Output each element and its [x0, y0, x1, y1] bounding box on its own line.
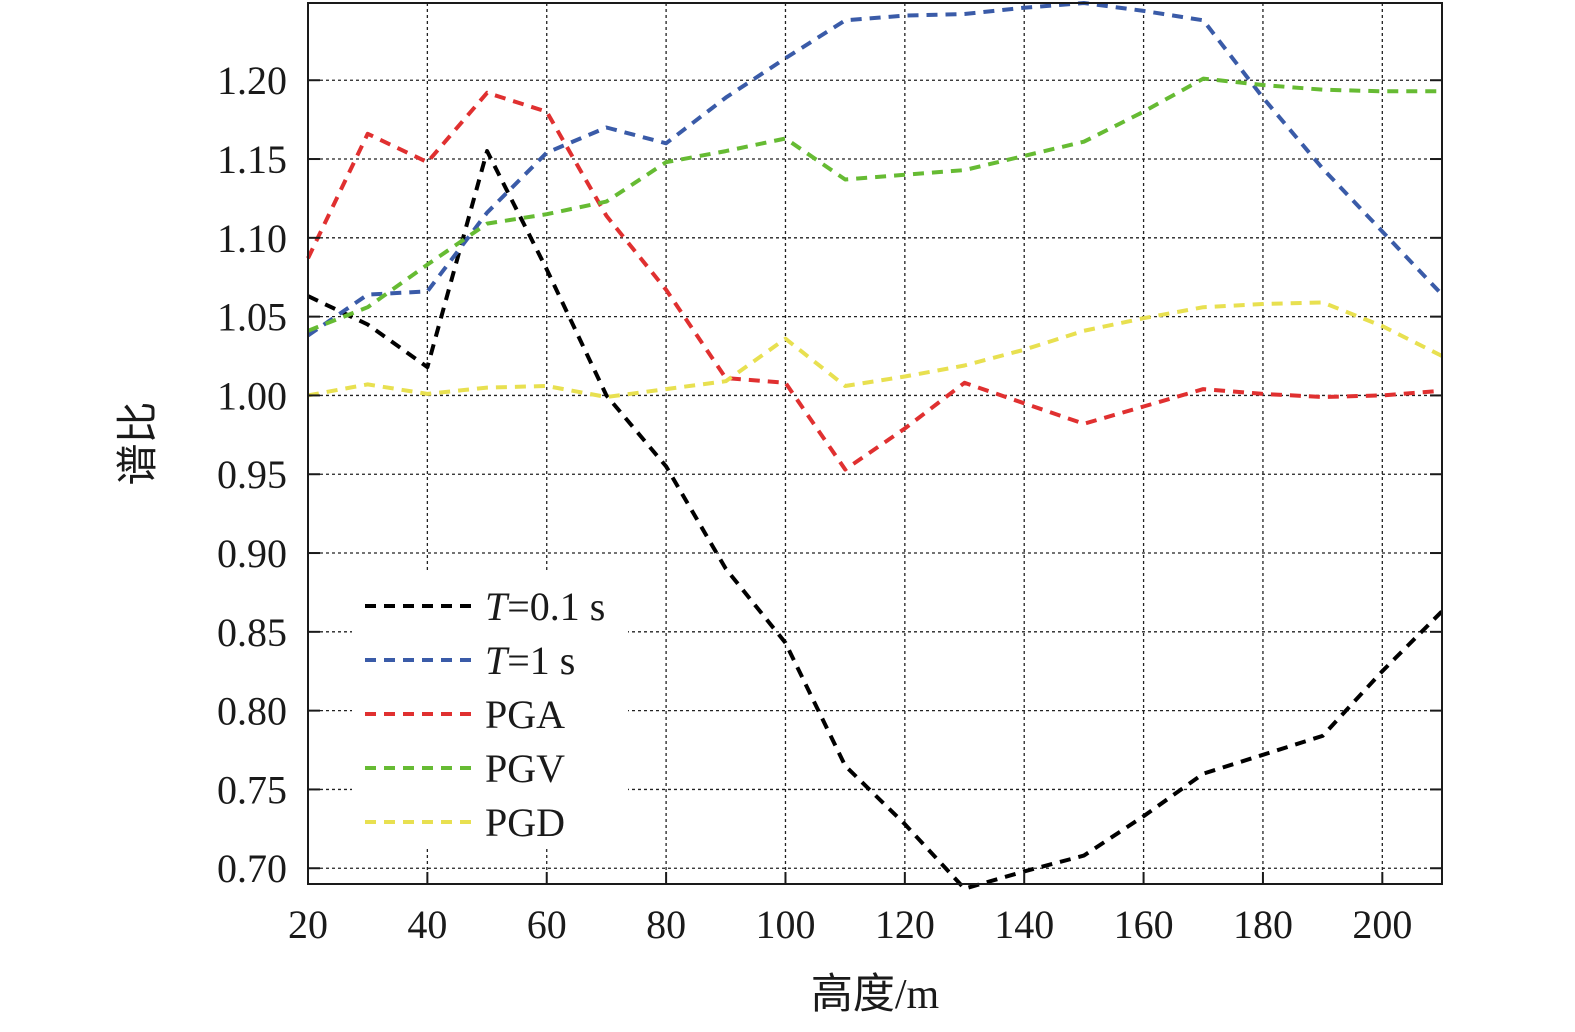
y-tick-label: 1.10 — [217, 216, 287, 261]
x-tick-label: 100 — [755, 902, 815, 947]
y-tick-label: 0.75 — [217, 767, 287, 812]
x-axis-title: 高度/m — [811, 972, 940, 1018]
y-tick-label: 0.80 — [217, 689, 287, 734]
y-tick-label: 1.15 — [217, 137, 287, 182]
series-line — [307, 300, 1443, 399]
axis-ticks — [307, 79, 1442, 884]
series-line — [306, 90, 1443, 472]
y-tick-label: 0.95 — [217, 452, 287, 497]
x-tick-label: 180 — [1233, 902, 1293, 947]
legend-label: T=0.1 s — [485, 584, 605, 629]
y-tick-label: 1.00 — [217, 373, 287, 418]
series-line — [306, 1, 1444, 338]
x-tick-label: 160 — [1114, 902, 1174, 947]
x-tick-label: 120 — [875, 902, 935, 947]
y-tick-label: 0.85 — [217, 610, 287, 655]
legend: T=0.1 s T=1 s PGA PGV PGD — [352, 570, 628, 846]
x-tick-label: 60 — [527, 902, 567, 947]
series-line — [307, 149, 1444, 891]
y-axis-title: 谱比 — [116, 401, 162, 485]
legend-label: T=1 s — [485, 638, 575, 683]
y-tick-label: 1.05 — [217, 295, 287, 340]
series-lines — [306, 1, 1444, 891]
x-tick-label: 40 — [407, 902, 447, 947]
legend-label: PGA — [485, 692, 565, 737]
plot-frame — [307, 2, 1443, 885]
x-tick-label: 200 — [1352, 902, 1412, 947]
legend-label: PGD — [485, 800, 565, 845]
y-tick-label: 0.90 — [217, 531, 287, 576]
legend-background — [352, 570, 628, 846]
y-tick-label: 0.70 — [217, 846, 287, 891]
tick-labels: 20 40 60 80 100 120 140 160 180 200 0.70 0.75 0.80 0.… — [217, 58, 1412, 947]
y-tick-label: 1.20 — [217, 58, 287, 103]
x-tick-label: 80 — [646, 902, 686, 947]
x-tick-label: 20 — [288, 902, 328, 947]
x-tick-label: 140 — [994, 902, 1054, 947]
legend-label: PGV — [485, 746, 565, 791]
